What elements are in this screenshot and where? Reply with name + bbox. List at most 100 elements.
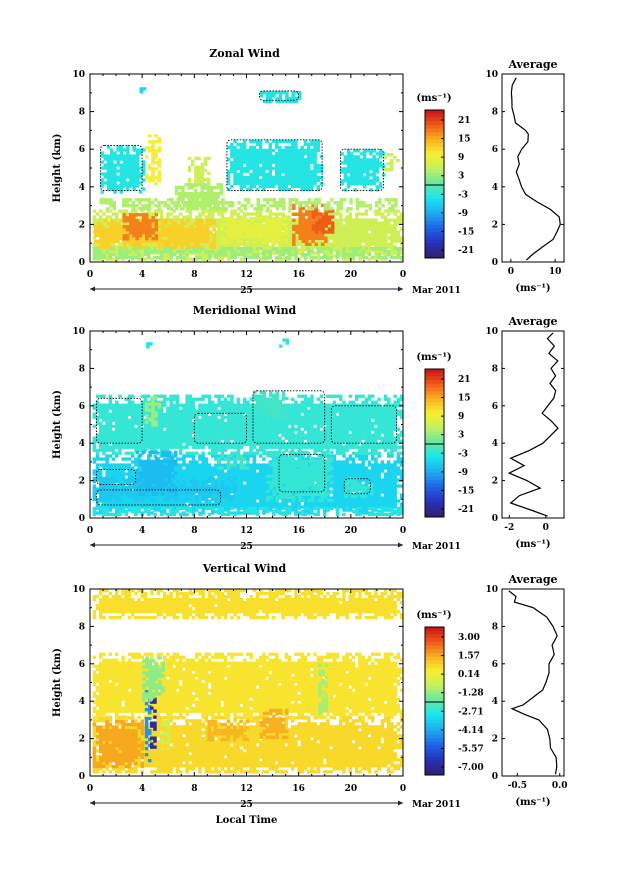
heat-cell xyxy=(119,166,124,170)
heat-cell xyxy=(262,484,266,488)
heat-cell xyxy=(262,187,266,192)
heat-cell xyxy=(242,216,247,221)
heat-cell xyxy=(294,90,299,95)
heat-cell xyxy=(345,236,349,240)
heat-cell xyxy=(252,469,257,473)
heat-cell xyxy=(148,228,152,232)
heat-cell xyxy=(113,184,117,188)
heat-cell xyxy=(326,201,331,205)
heat-cell xyxy=(118,253,122,257)
heat-cell xyxy=(118,502,122,506)
heat-cell xyxy=(265,93,270,98)
heat-cell xyxy=(342,230,346,234)
heat-cell xyxy=(246,154,250,159)
heat-cell xyxy=(100,224,104,229)
heat-cell xyxy=(139,90,144,94)
heat-cell xyxy=(255,151,260,156)
heat-cell xyxy=(157,146,162,150)
heat-cell xyxy=(301,215,306,219)
heat-cell xyxy=(205,239,210,244)
heat-cell xyxy=(255,475,260,479)
heat-cell xyxy=(173,221,178,226)
heat-cell xyxy=(313,172,317,177)
heat-cell xyxy=(311,233,315,237)
heat-cell xyxy=(191,454,196,458)
heat-cell xyxy=(119,184,124,188)
heat-cell xyxy=(265,219,269,224)
heat-cell xyxy=(255,163,260,168)
heat-cell xyxy=(366,161,370,165)
heat-cell xyxy=(246,231,250,236)
heat-cell xyxy=(269,99,273,104)
heat-cell xyxy=(311,227,316,231)
heat-cell xyxy=(239,148,244,153)
heat-cell xyxy=(175,256,180,260)
heat-cell xyxy=(362,176,367,180)
heat-cell xyxy=(131,472,135,476)
heat-cell xyxy=(191,457,196,461)
heat-cell xyxy=(342,224,346,228)
heat-cell xyxy=(239,172,244,177)
heat-cell xyxy=(108,472,113,476)
heat-cell xyxy=(135,239,139,244)
heat-cell xyxy=(311,236,315,240)
heat-cell xyxy=(203,198,208,202)
heat-cell xyxy=(217,242,221,246)
heat-cell xyxy=(351,250,356,254)
heat-cell xyxy=(212,218,216,223)
heat-cell xyxy=(106,198,110,202)
heat-cell xyxy=(132,157,136,161)
heat-cell xyxy=(253,207,257,211)
heat-cell xyxy=(106,163,111,167)
heat-cell xyxy=(319,247,324,251)
heat-cell xyxy=(161,224,165,229)
heat-cell xyxy=(340,152,344,156)
heat-cell xyxy=(335,250,340,254)
heat-cell xyxy=(134,256,138,260)
heat-cell xyxy=(350,167,354,171)
heat-cell xyxy=(151,152,155,156)
heat-cell xyxy=(329,478,333,482)
heat-cell xyxy=(313,457,317,461)
heat-cell xyxy=(154,225,159,229)
heat-cell xyxy=(134,204,139,208)
heat-cell xyxy=(135,237,139,241)
heat-cell xyxy=(335,487,340,491)
heat-cell xyxy=(125,239,130,244)
heat-cell xyxy=(393,493,397,497)
heat-cell xyxy=(141,219,146,223)
heat-cell xyxy=(211,250,215,254)
heat-cell xyxy=(150,250,154,254)
heat-cell xyxy=(297,239,301,243)
heat-cell xyxy=(281,163,285,168)
heat-cell xyxy=(364,481,369,485)
heat-cell xyxy=(220,457,225,461)
heat-cell xyxy=(131,201,136,205)
heat-cell xyxy=(265,184,269,189)
heat-cell xyxy=(282,198,286,202)
heat-cell xyxy=(95,247,100,251)
heat-cell xyxy=(185,215,189,219)
heat-cell xyxy=(364,224,369,228)
heat-cell xyxy=(163,204,168,208)
heat-cell xyxy=(284,172,288,177)
heat-cell xyxy=(308,233,312,237)
heat-cell xyxy=(193,233,197,238)
heat-cell xyxy=(95,250,100,254)
heat-cell xyxy=(297,93,302,98)
heat-cell xyxy=(346,161,351,165)
heat-cell xyxy=(236,493,241,497)
date-arrow-right xyxy=(398,286,403,292)
heat-cell xyxy=(188,250,193,254)
heat-cell xyxy=(201,242,205,246)
heat-cell xyxy=(314,236,318,240)
heat-cell xyxy=(211,215,215,219)
heat-cell xyxy=(201,457,205,461)
heat-cell xyxy=(393,478,397,482)
heat-cell xyxy=(298,206,302,210)
heat-cell xyxy=(316,242,321,246)
heat-cell xyxy=(308,230,312,234)
heat-cell xyxy=(126,172,130,176)
heat-cell xyxy=(353,170,357,174)
heat-cell xyxy=(135,178,140,182)
